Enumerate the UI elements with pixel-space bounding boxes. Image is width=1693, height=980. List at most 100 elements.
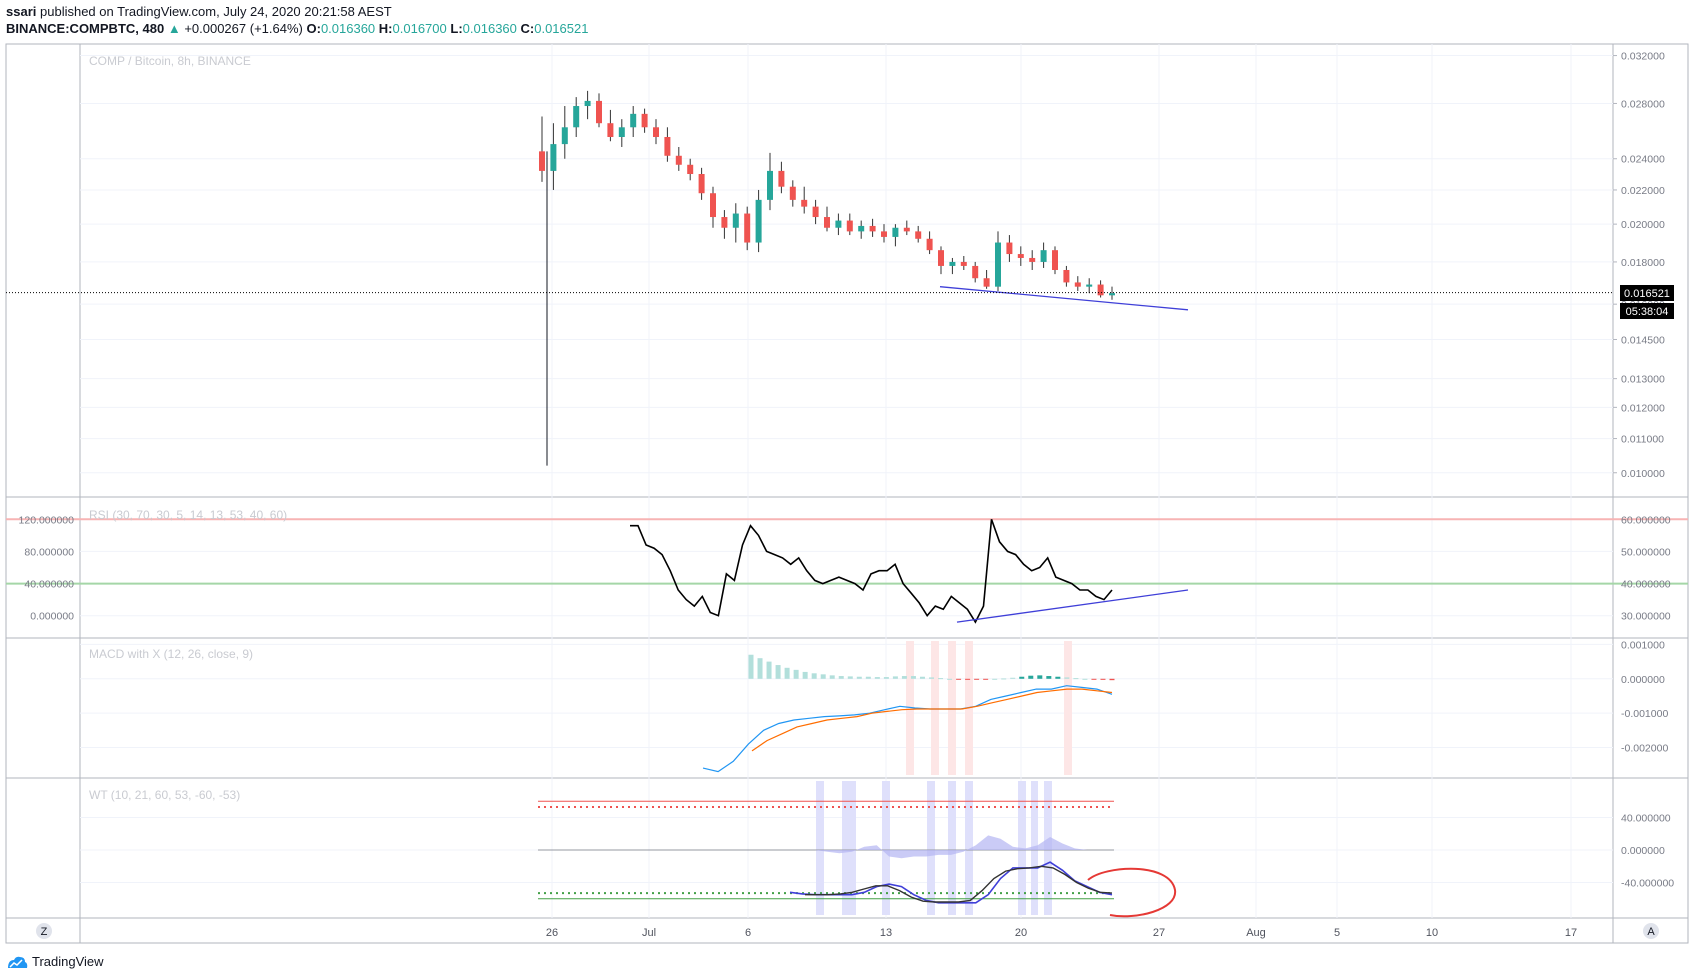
candle[interactable]	[835, 220, 842, 228]
x-tick-label: 13	[880, 927, 892, 939]
price-tick-label: 0.012000	[1621, 402, 1665, 414]
x-tick-label: 17	[1565, 927, 1577, 939]
wt-pane[interactable]	[538, 781, 1177, 918]
macd-histogram-bar	[1019, 676, 1025, 679]
candle[interactable]	[755, 199, 762, 243]
author-name[interactable]: ssari	[6, 4, 37, 19]
candle[interactable]	[1017, 254, 1024, 258]
annotation-circle[interactable]	[1087, 867, 1177, 918]
candle[interactable]	[1109, 293, 1115, 296]
candle[interactable]	[698, 174, 705, 194]
macd-histogram-bar	[802, 671, 808, 679]
candle[interactable]	[596, 100, 602, 124]
candle[interactable]	[1086, 284, 1093, 287]
candle[interactable]	[618, 127, 625, 138]
macd-highlight-band	[1064, 641, 1072, 775]
wt1-line[interactable]	[789, 861, 1113, 904]
macd-line[interactable]	[702, 685, 1113, 773]
price-trendline[interactable]	[939, 286, 1189, 311]
candle[interactable]	[1029, 257, 1036, 262]
macd-histogram-bar	[892, 676, 898, 679]
candle[interactable]	[812, 206, 819, 218]
zoom-button[interactable]	[36, 923, 52, 939]
macd-histogram-bar	[883, 677, 889, 679]
rsi-left-tick-label: 40.000000	[24, 579, 74, 591]
candle[interactable]	[926, 238, 933, 251]
symbol-name[interactable]: BINANCE:COMPBTC, 480	[6, 21, 165, 36]
candle[interactable]	[778, 170, 785, 187]
candle[interactable]	[550, 144, 557, 171]
macd-histogram-bar	[1010, 677, 1016, 679]
candle[interactable]	[892, 227, 899, 237]
candle[interactable]	[1074, 282, 1081, 287]
candle[interactable]	[584, 100, 591, 107]
macd-histogram-bar	[965, 678, 971, 680]
candle[interactable]	[664, 137, 671, 156]
wt-highlight-band	[948, 781, 956, 915]
candle[interactable]	[983, 278, 990, 287]
macd-histogram-bar	[1001, 678, 1007, 680]
price-tick-label: 0.024000	[1621, 154, 1665, 166]
rsi-trendline[interactable]	[956, 589, 1189, 623]
candle[interactable]	[1006, 242, 1013, 255]
price-pane[interactable]	[6, 90, 1613, 466]
price-tick-label: 0.022000	[1621, 185, 1665, 197]
candle[interactable]	[687, 164, 694, 175]
price-tick-label: 0.011000	[1621, 434, 1664, 446]
candle[interactable]	[972, 265, 979, 279]
price-tick-label: 0.013000	[1621, 374, 1665, 386]
candle[interactable]	[881, 231, 887, 237]
macd-signal-line[interactable]	[751, 688, 1113, 752]
ohlc-high-value: 0.016700	[392, 21, 447, 36]
candle[interactable]	[744, 213, 751, 243]
macd-histogram-bar	[983, 678, 989, 680]
macd-histogram-bar	[856, 676, 862, 679]
macd-histogram-bar	[820, 674, 826, 679]
macd-histogram-bar	[829, 675, 835, 679]
candle[interactable]	[846, 220, 853, 232]
candle[interactable]	[675, 155, 682, 165]
tradingview-logo-icon	[8, 956, 28, 968]
candle[interactable]	[653, 127, 659, 138]
candle[interactable]	[995, 242, 1001, 287]
candle[interactable]	[607, 123, 614, 138]
candle[interactable]	[949, 261, 956, 266]
candle[interactable]	[1040, 250, 1047, 262]
candle[interactable]	[710, 193, 716, 218]
candle[interactable]	[732, 213, 739, 228]
last-change-arrow-icon: ▲	[167, 21, 181, 36]
candle[interactable]	[539, 151, 545, 171]
price-pane-title: COMP / Bitcoin, 8h, BINANCE	[89, 54, 251, 68]
rsi-pane[interactable]	[6, 518, 1688, 624]
ohlc-low-value: 0.016360	[462, 21, 517, 36]
rsi-line[interactable]	[630, 519, 1113, 624]
candle[interactable]	[960, 261, 967, 266]
candle[interactable]	[1063, 269, 1070, 283]
candle[interactable]	[858, 225, 865, 232]
candle[interactable]	[1052, 250, 1058, 270]
wt2-line[interactable]	[805, 865, 1113, 903]
tradingview-brand[interactable]: TradingView	[6, 954, 104, 969]
candle[interactable]	[561, 127, 568, 145]
candle[interactable]	[789, 186, 796, 200]
x-tick-label: 20	[1015, 927, 1027, 939]
candle[interactable]	[915, 231, 922, 239]
candle[interactable]	[767, 170, 773, 200]
price-tick-label: 0.014500	[1621, 334, 1665, 346]
countdown-badge	[1620, 303, 1674, 319]
candle[interactable]	[573, 106, 580, 128]
candle[interactable]	[869, 225, 876, 232]
candle[interactable]	[938, 250, 944, 266]
candle[interactable]	[630, 113, 637, 128]
macd-histogram-bar	[748, 654, 754, 679]
auto-scale-button[interactable]	[1643, 923, 1659, 939]
wt-highlight-band	[842, 781, 856, 915]
candle[interactable]	[1097, 284, 1104, 296]
candle[interactable]	[824, 217, 830, 228]
candle[interactable]	[903, 227, 910, 232]
candle[interactable]	[801, 199, 808, 207]
candle[interactable]	[721, 217, 728, 228]
macd-pane[interactable]	[702, 641, 1115, 775]
candle[interactable]	[641, 113, 648, 128]
